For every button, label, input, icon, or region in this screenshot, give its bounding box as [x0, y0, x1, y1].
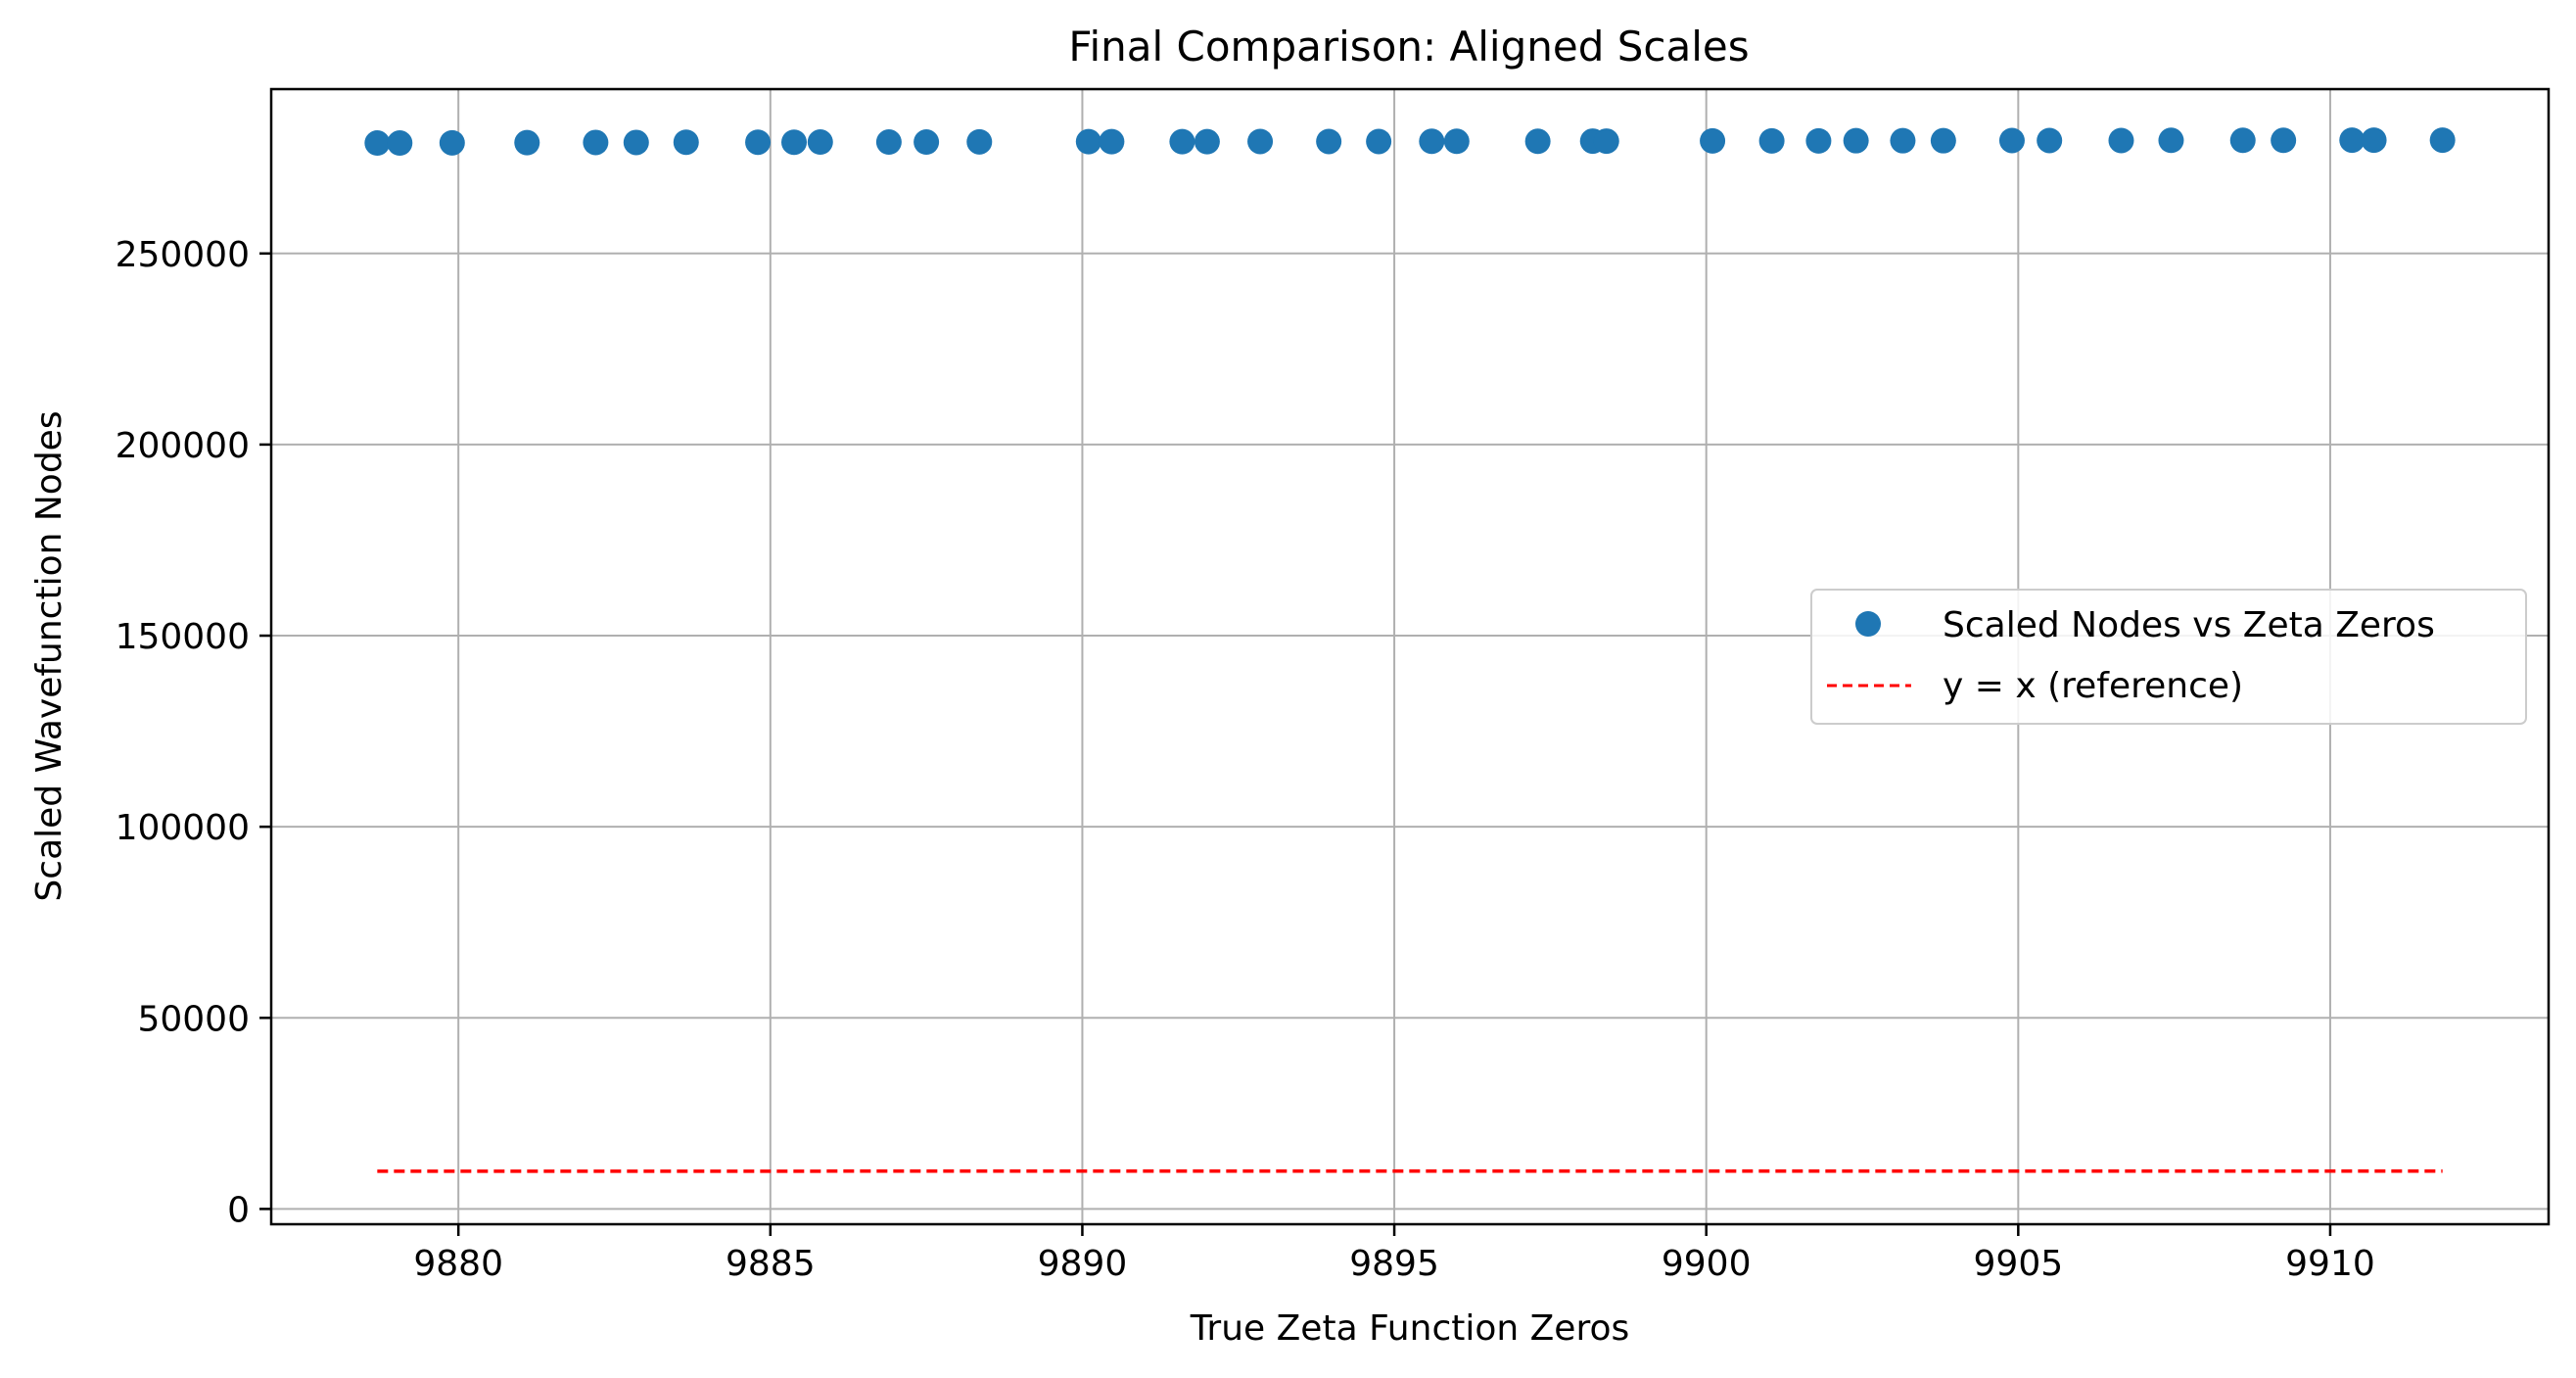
legend-label-scaled-nodes: Scaled Nodes vs Zeta Zeros	[1943, 605, 2435, 645]
y-tick-label: 50000	[137, 999, 250, 1039]
legend: Scaled Nodes vs Zeta Zeros y = x (refere…	[1810, 589, 2527, 725]
y-axis-label: Scaled Wavefunction Nodes	[29, 410, 70, 901]
data-point	[583, 129, 609, 156]
data-point	[1700, 127, 1726, 154]
legend-label-reference-line: y = x (reference)	[1943, 666, 2243, 706]
x-tick-label: 9890	[1038, 1244, 1128, 1284]
data-point	[1998, 127, 2025, 154]
x-tick-label: 9885	[726, 1244, 816, 1284]
x-tick-label: 9900	[1662, 1244, 1752, 1284]
axes: 9880 9885 9890 9895 9900 9905 9910 0 50000 100000…	[116, 235, 2375, 1284]
data-point	[673, 129, 699, 156]
x-tick-label: 9880	[413, 1244, 503, 1284]
data-point	[364, 130, 391, 157]
data-point	[1593, 128, 1619, 155]
data-point	[1758, 127, 1785, 154]
data-point	[966, 128, 993, 155]
data-point	[2339, 127, 2365, 154]
y-tick-label: 200000	[116, 426, 250, 466]
y-tick-label: 250000	[116, 235, 250, 275]
data-point	[1419, 128, 1445, 155]
data-point	[1843, 127, 1869, 154]
data-point	[1169, 128, 1195, 155]
data-point	[1194, 128, 1220, 155]
data-point	[781, 129, 808, 156]
x-axis-label: True Zeta Function Zeros	[1190, 1308, 1630, 1349]
y-tick-label: 150000	[116, 617, 250, 657]
data-point	[807, 129, 833, 156]
y-tick-label: 0	[227, 1190, 250, 1230]
data-point	[2037, 127, 2063, 154]
plot-area-frame	[269, 87, 2551, 1226]
data-point	[1316, 128, 1342, 155]
data-point	[1247, 128, 1274, 155]
data-point	[2361, 127, 2387, 154]
x-tick-label: 9895	[1349, 1244, 1439, 1284]
data-point	[1890, 127, 1916, 154]
data-point	[2271, 127, 2297, 154]
data-point	[2429, 127, 2456, 154]
x-tick-label: 9910	[2285, 1244, 2375, 1284]
legend-marker-scaled-nodes	[1855, 611, 1881, 637]
data-point	[2158, 127, 2184, 154]
data-point	[514, 129, 540, 156]
x-tick-label: 9905	[1974, 1244, 2064, 1284]
data-point	[1930, 127, 1956, 154]
data-point	[623, 129, 649, 156]
data-point	[1075, 128, 1101, 155]
data-point	[1099, 128, 1125, 155]
data-point	[1443, 128, 1470, 155]
y-tick-label: 100000	[116, 808, 250, 848]
data-point	[2108, 127, 2134, 154]
data-point	[1805, 127, 1832, 154]
data-point	[387, 130, 413, 157]
plot-series	[364, 127, 2456, 1173]
legend-box	[1810, 589, 2527, 725]
data-point	[1524, 128, 1551, 155]
chart-title: Final Comparison: Aligned Scales	[1068, 23, 1749, 71]
data-point	[875, 129, 902, 156]
data-point	[745, 129, 772, 156]
data-point	[2229, 127, 2256, 154]
data-point	[1366, 128, 1392, 155]
data-point	[439, 129, 465, 156]
data-point	[913, 129, 940, 156]
